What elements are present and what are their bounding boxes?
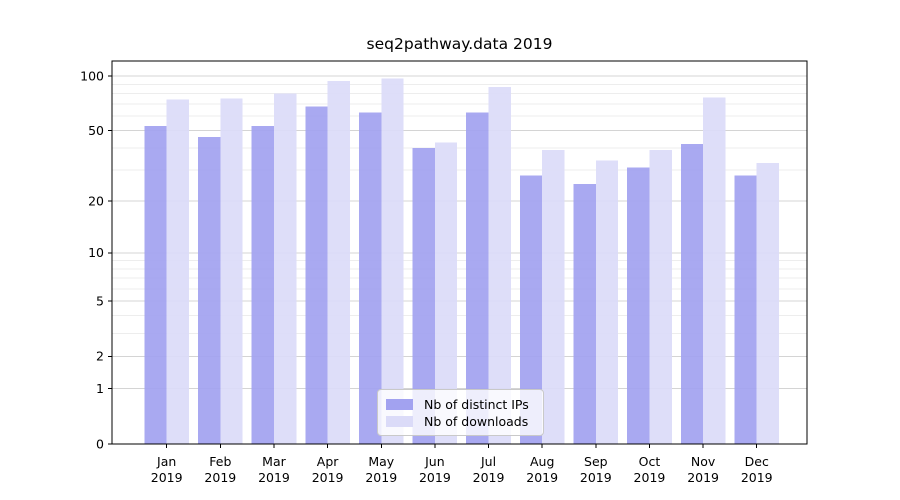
legend-swatch-downloads: [386, 415, 413, 427]
x-tick-label-oct: Oct: [639, 454, 661, 469]
chart-title: seq2pathway.data 2019: [366, 35, 553, 53]
bar-ips-sep: [573, 184, 596, 445]
x-tick-label-jan: Jan: [156, 454, 176, 469]
bar-downloads-dec: [756, 162, 780, 444]
bar-downloads-jun: [434, 142, 458, 444]
bar-ips-feb: [198, 137, 221, 444]
x-tick-label-aug: Aug: [530, 454, 554, 469]
y-tick-label-10: 10: [88, 245, 104, 260]
x-tick-label-sep: Sep: [584, 454, 608, 469]
bar-downloads-may: [381, 78, 404, 445]
x-tick-label-dec: Dec: [745, 454, 769, 469]
x-tick-label-feb: Feb: [209, 454, 231, 469]
x-tick-label-mar: Mar: [262, 454, 286, 469]
legend-item-distinct-ips: Nb of distinct IPs: [386, 396, 535, 412]
plot-border: [111, 60, 808, 445]
x-tick-year-oct: 2019: [634, 470, 666, 485]
x-tick-year-may: 2019: [365, 470, 397, 485]
legend-swatch-distinct-ips: [386, 398, 413, 410]
x-tick-year-jul: 2019: [473, 470, 505, 485]
legend: Nb of distinct IPs Nb of downloads: [377, 389, 544, 436]
x-tick-label-jun: Jun: [424, 454, 445, 469]
x-tick-year-apr: 2019: [312, 470, 344, 485]
legend-label-downloads: Nb of downloads: [424, 413, 529, 429]
bar-downloads-oct: [649, 149, 672, 444]
x-tick-year-sep: 2019: [580, 470, 612, 485]
bar-downloads-nov: [703, 97, 726, 444]
y-tick-label-1: 1: [96, 381, 104, 396]
bar-downloads-apr: [327, 80, 350, 444]
x-tick-year-dec: 2019: [741, 470, 773, 485]
y-tick-label-0: 0: [96, 436, 104, 451]
bar-ips-oct: [627, 167, 650, 444]
bar-ips-jan: [144, 125, 167, 445]
x-tick-year-jun: 2019: [419, 470, 451, 485]
bar-ips-aug: [519, 175, 543, 444]
bar-downloads-mar: [273, 93, 297, 445]
bar-ips-jun: [412, 147, 435, 444]
bar-ips-nov: [680, 144, 704, 444]
x-tick-label-nov: Nov: [691, 454, 716, 469]
legend-label-distinct-ips: Nb of distinct IPs: [424, 396, 529, 412]
x-tick-year-aug: 2019: [526, 470, 558, 485]
bar-ips-mar: [251, 125, 274, 445]
bar-downloads-feb: [220, 98, 243, 445]
x-tick-label-jul: Jul: [480, 454, 496, 469]
x-tick-year-nov: 2019: [687, 470, 719, 485]
bar-ips-jul: [466, 112, 489, 445]
y-tick-label-100: 100: [80, 68, 104, 83]
y-tick-label-5: 5: [96, 293, 104, 308]
bar-ips-apr: [305, 106, 328, 445]
y-tick-label-2: 2: [96, 349, 104, 364]
x-tick-label-apr: Apr: [317, 454, 339, 469]
x-tick-year-jan: 2019: [151, 470, 183, 485]
y-tick-label-50: 50: [88, 123, 104, 138]
bar-ips-dec: [734, 175, 757, 444]
bar-downloads-sep: [595, 160, 619, 445]
legend-item-downloads: Nb of downloads: [386, 413, 535, 429]
x-tick-label-may: May: [368, 454, 394, 469]
bar-downloads-jan: [166, 99, 189, 444]
x-tick-year-feb: 2019: [204, 470, 236, 485]
y-tick-label-20: 20: [88, 194, 104, 209]
bar-ips-may: [358, 112, 382, 445]
bar-downloads-aug: [542, 149, 565, 444]
bar-downloads-jul: [488, 86, 511, 444]
x-tick-year-mar: 2019: [258, 470, 290, 485]
